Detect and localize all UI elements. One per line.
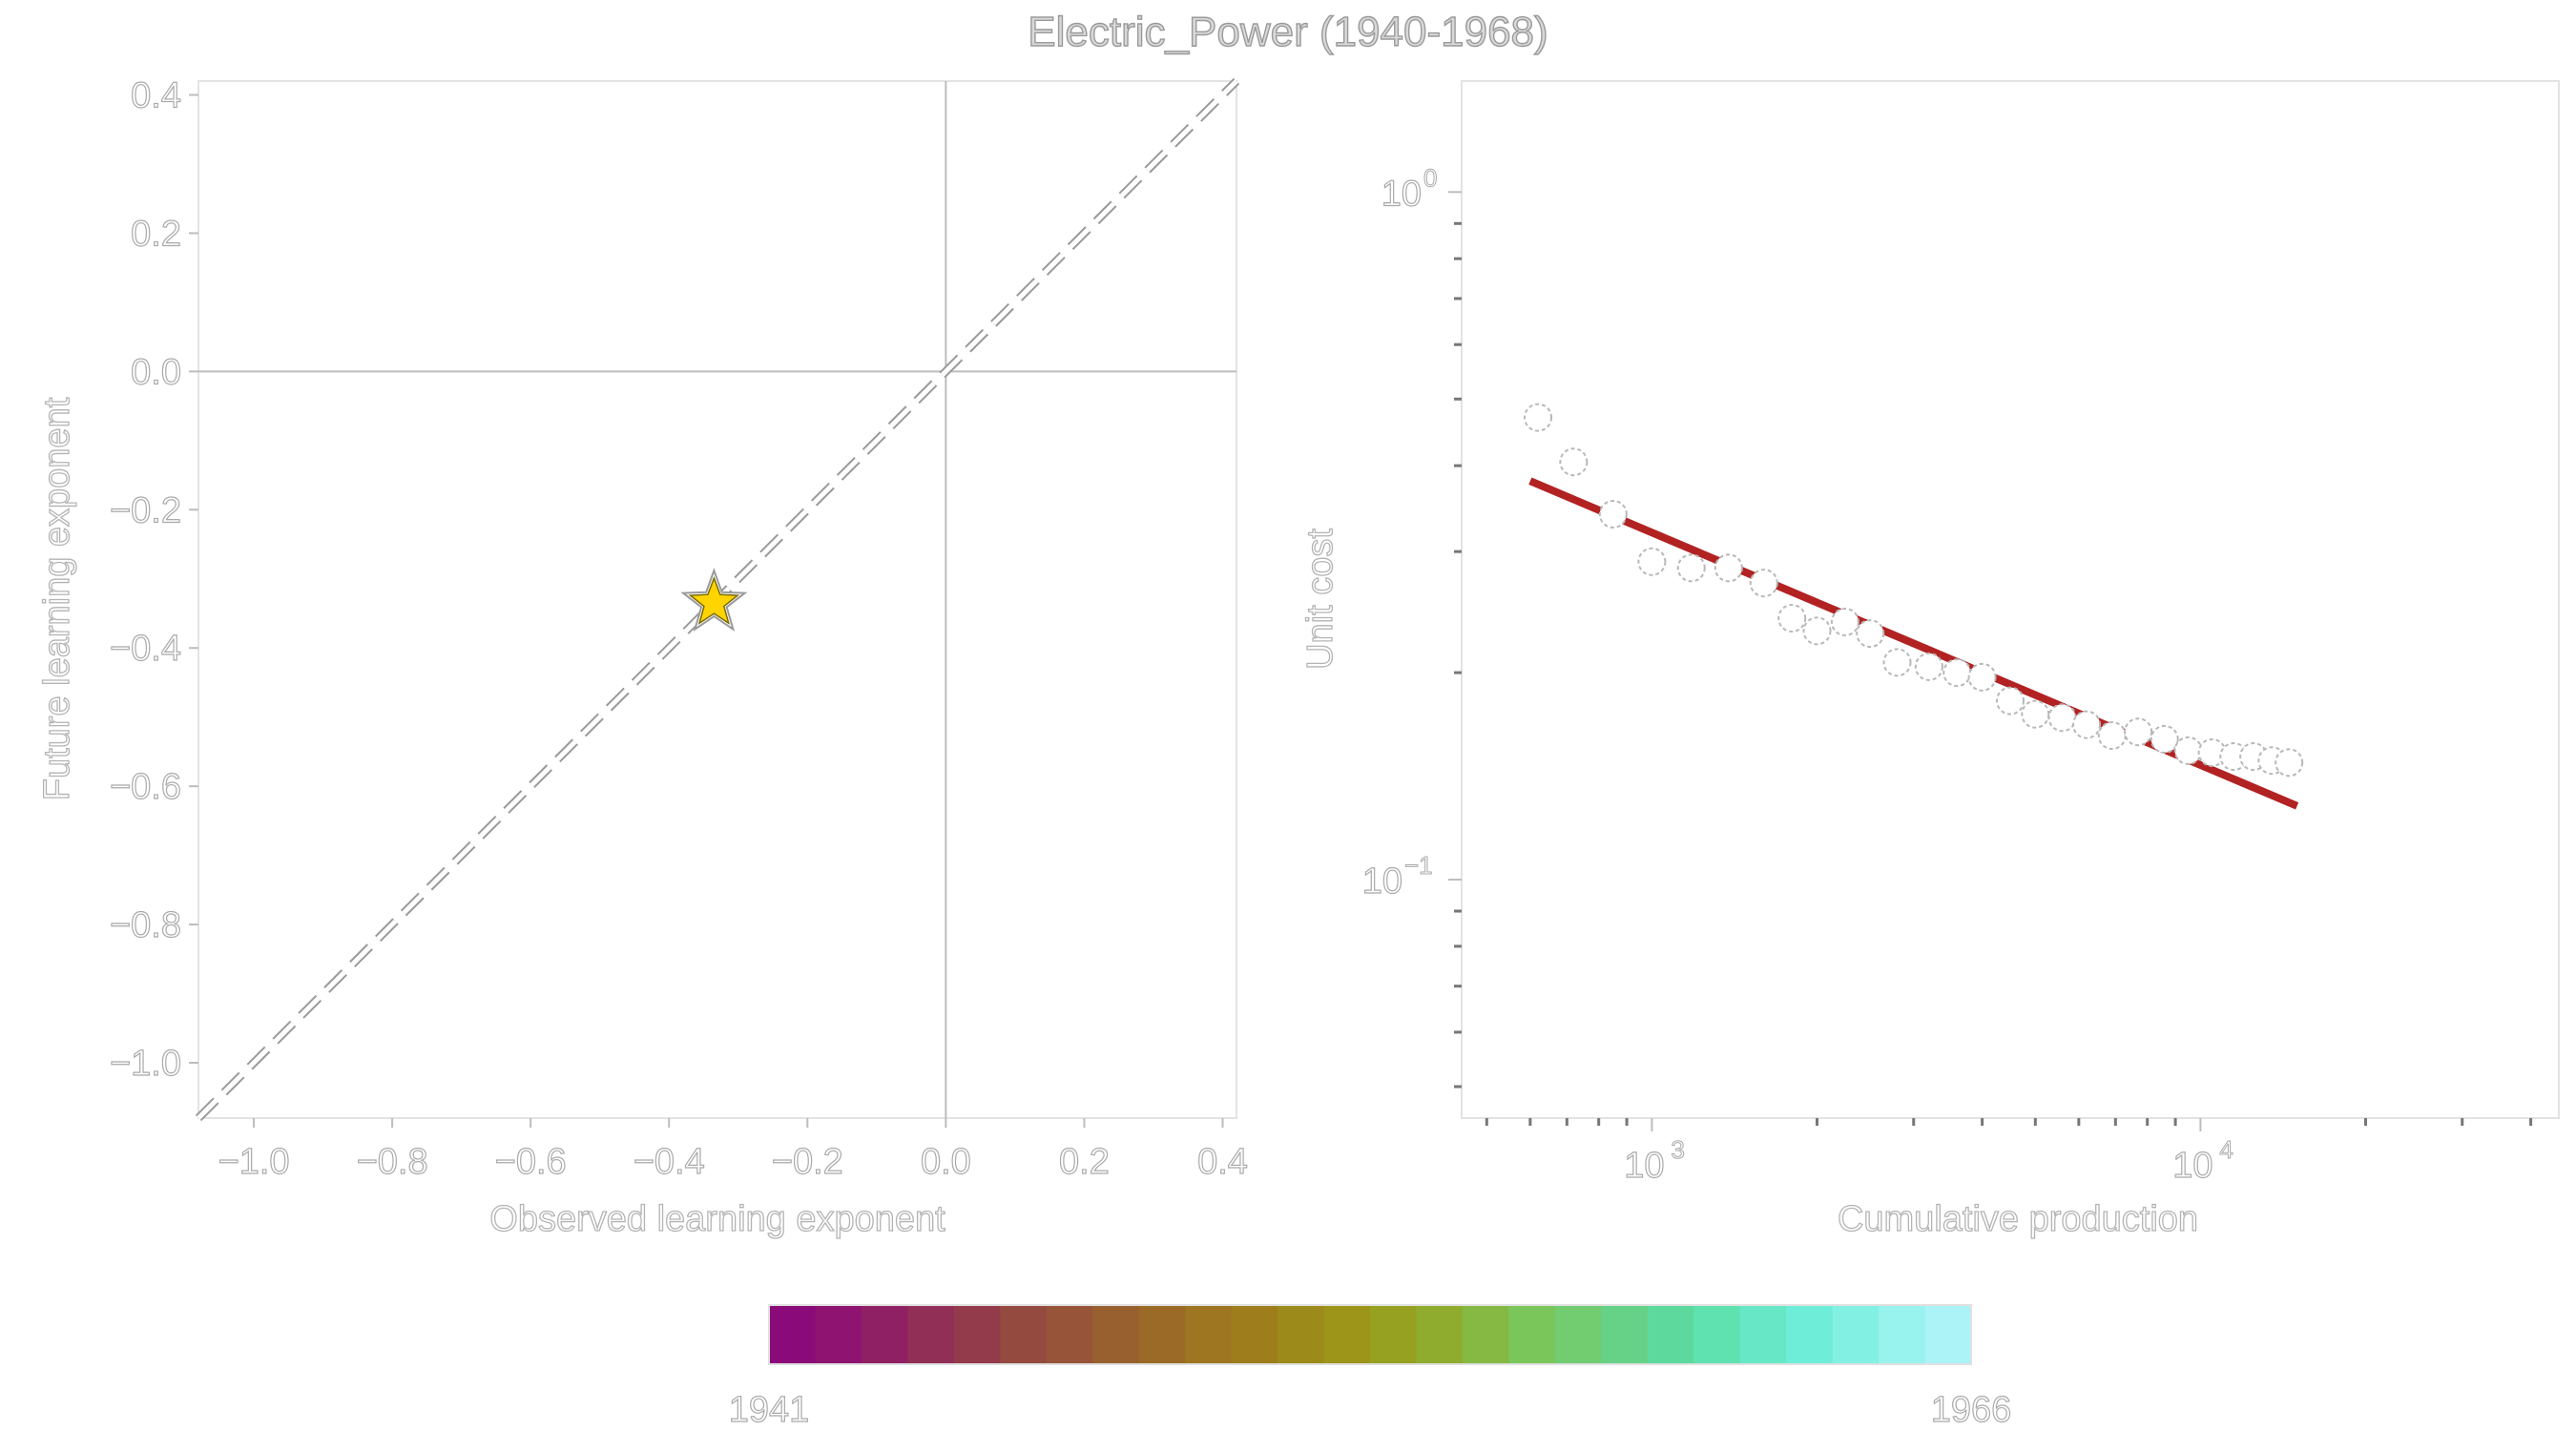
- star-marker: [688, 575, 740, 625]
- colorbar-cell: [1647, 1305, 1695, 1364]
- data-point: [1802, 616, 1832, 646]
- left-y-tick-label: 0.4: [131, 75, 181, 115]
- left-x-tick-label: 0.0: [921, 1142, 971, 1182]
- data-point: [1559, 447, 1589, 477]
- data-point: [2275, 748, 2304, 778]
- colorbar-max-label: 1966: [1931, 1390, 2012, 1430]
- right-x-tick-exponent: 4: [2219, 1135, 2233, 1164]
- data-point: [1856, 619, 1885, 649]
- data-point: [2072, 710, 2102, 739]
- left-data-points: [680, 568, 748, 632]
- colorbar-cell: [907, 1305, 955, 1364]
- data-point: [1714, 553, 1743, 583]
- data-point: [1637, 547, 1667, 576]
- right-data-points: [1524, 403, 2304, 778]
- left-x-tick-label: −0.8: [357, 1142, 428, 1182]
- right-x-ticks: 10 3 10 4: [1485, 1118, 2533, 1187]
- colorbar-cell: [1462, 1305, 1510, 1364]
- left-y-ticks: −1.0 −0.8 −0.6 −0.4 −0.2 0.0 0.2 0.4: [109, 75, 198, 1085]
- left-y-tick-label: −0.8: [110, 905, 181, 945]
- colorbar-cell: [815, 1305, 862, 1364]
- colorbar-cell: [1554, 1305, 1603, 1364]
- colorbar-cell: [953, 1305, 1002, 1364]
- colorbar-min-label: 1941: [729, 1390, 810, 1430]
- colorbar-cell: [861, 1305, 909, 1364]
- left-x-tick-label: 0.4: [1197, 1142, 1248, 1182]
- right-x-tick-label: 10: [2172, 1146, 2212, 1186]
- colorbar-cell: [1739, 1305, 1787, 1364]
- right-x-axis-label: Cumulative production: [1838, 1199, 2198, 1239]
- right-y-axis-label: Unit cost: [1300, 529, 1340, 670]
- right-y-tick-label: 10: [1381, 174, 1422, 214]
- left-y-tick-label: 0.2: [131, 214, 181, 254]
- right-y-tick-exponent: 0: [1423, 163, 1437, 192]
- left-y-tick-label: 0.0: [131, 352, 181, 392]
- year-colorbar: 1941 1966: [728, 1304, 2012, 1431]
- data-point: [1914, 652, 1943, 681]
- data-point: [2047, 703, 2077, 733]
- colorbar-cell: [1832, 1305, 1880, 1364]
- data-point: [1676, 553, 1706, 583]
- colorbar-cells: [769, 1305, 1972, 1364]
- colorbar-cell: [1879, 1305, 1926, 1364]
- colorbar-cell: [1924, 1305, 1972, 1364]
- colorbar-cell: [1370, 1305, 1418, 1364]
- data-point: [1524, 403, 1553, 432]
- colorbar-cell: [1323, 1305, 1371, 1364]
- left-y-tick-label: −0.4: [110, 629, 181, 669]
- colorbar-cell: [1786, 1305, 1834, 1364]
- learning-exponent-panel: −1.0 −0.8 −0.6 −0.4 −0.2 0.0 0.2 0.4 −1.0 −0.8 −0…: [36, 75, 1249, 1240]
- left-x-axis-label: Observed learning exponent: [489, 1199, 945, 1239]
- left-x-tick-label: −0.6: [495, 1142, 567, 1182]
- left-y-axis-label: Future learning exponent: [37, 397, 77, 800]
- right-plot-frame: [1461, 80, 2560, 1119]
- data-point: [1882, 648, 1912, 677]
- data-point: [2124, 717, 2153, 747]
- data-point: [1996, 686, 2025, 716]
- data-point: [2150, 724, 2179, 754]
- colorbar-cell: [1000, 1305, 1048, 1364]
- colorbar-cell: [1138, 1305, 1186, 1364]
- data-point: [1598, 499, 1628, 529]
- left-y-tick-label: −0.6: [110, 767, 181, 807]
- left-x-tick-label: −1.0: [218, 1142, 290, 1182]
- colorbar-cell: [1693, 1305, 1741, 1364]
- left-x-ticks: −1.0 −0.8 −0.6 −0.4 −0.2 0.0 0.2 0.4: [218, 1118, 1249, 1183]
- left-y-tick-label: −0.2: [110, 490, 181, 530]
- data-point: [2097, 721, 2127, 751]
- left-y-tick-label: −1.0: [110, 1044, 181, 1084]
- left-plot-frame: [197, 80, 1237, 1119]
- colorbar-cell: [1601, 1305, 1649, 1364]
- colorbar-cell: [1416, 1305, 1464, 1364]
- colorbar-frame: [768, 1304, 1972, 1365]
- colorbar-cell: [1508, 1305, 1556, 1364]
- data-point: [1830, 607, 1859, 636]
- colorbar-cell: [1046, 1305, 1094, 1364]
- right-x-tick-exponent: 3: [1671, 1135, 1684, 1164]
- colorbar-cell: [1231, 1305, 1278, 1364]
- data-point: [2021, 699, 2050, 729]
- data-point: [1749, 569, 1778, 598]
- data-point: [1967, 662, 1997, 692]
- colorbar-cell: [1092, 1305, 1140, 1364]
- colorbar-cell: [1185, 1305, 1233, 1364]
- data-point: [1777, 604, 1807, 633]
- colorbar-cell: [769, 1305, 817, 1364]
- data-point: [2173, 736, 2203, 765]
- data-point: [1942, 658, 1972, 688]
- colorbar-cell: [1278, 1305, 1325, 1364]
- left-x-tick-label: −0.2: [772, 1142, 843, 1182]
- left-x-tick-label: 0.2: [1059, 1142, 1110, 1182]
- chart-title: Electric_Power (1940-1968): [1028, 9, 1548, 55]
- right-y-tick-exponent: −1: [1404, 851, 1433, 880]
- left-x-tick-label: −0.4: [634, 1142, 705, 1182]
- right-y-tick-label: 10: [1362, 861, 1402, 902]
- right-x-tick-label: 10: [1624, 1146, 1664, 1186]
